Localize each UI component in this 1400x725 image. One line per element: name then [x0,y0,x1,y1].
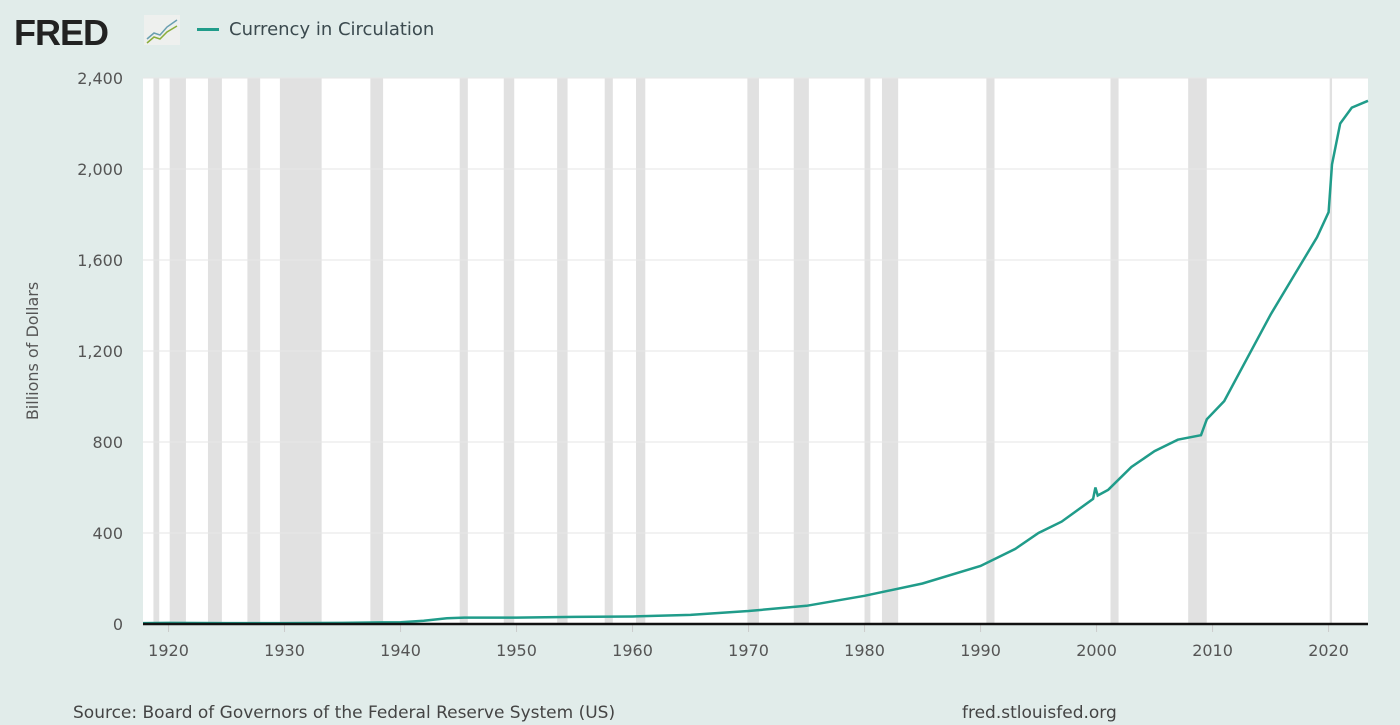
chart: 0 400 800 1,200 1,600 2,000 2,400 1920 1930 1940 1… [23,69,1369,660]
x-tick-label: 1980 [844,641,885,660]
source-note: Source: Board of Governors of the Federa… [73,703,616,723]
legend-label: Currency in Circulation [229,19,435,40]
x-tick-label: 2010 [1192,641,1233,660]
x-tick-label: 1950 [496,641,537,660]
y-tick-label: 2,400 [77,69,123,88]
x-tick-label: 1970 [728,641,769,660]
y-tick-label: 0 [113,615,123,634]
y-tick-label: 800 [92,433,123,452]
legend[interactable]: Currency in Circulation [197,19,434,40]
series-line [142,99,1369,625]
y-tick-label: 400 [92,524,123,543]
x-tick-label: 1990 [960,641,1001,660]
legend-swatch [197,28,219,31]
x-tick-label: 2020 [1308,641,1349,660]
x-tick-label: 1930 [264,641,305,660]
y-tick-label: 1,200 [77,342,123,361]
y-tick-label: 1,600 [77,251,123,270]
fred-logo[interactable]: FRED [14,12,109,53]
y-axis-title: Billions of Dollars [23,282,42,420]
x-tick-label: 1920 [148,641,189,660]
fred-url[interactable]: fred.stlouisfed.org [962,703,1117,723]
x-tick-label: 2000 [1076,641,1117,660]
x-tick-label: 1940 [380,641,421,660]
x-tick-label: 1960 [612,641,653,660]
chart-thumbnail-icon [144,15,180,45]
y-tick-label: 2,000 [77,160,123,179]
